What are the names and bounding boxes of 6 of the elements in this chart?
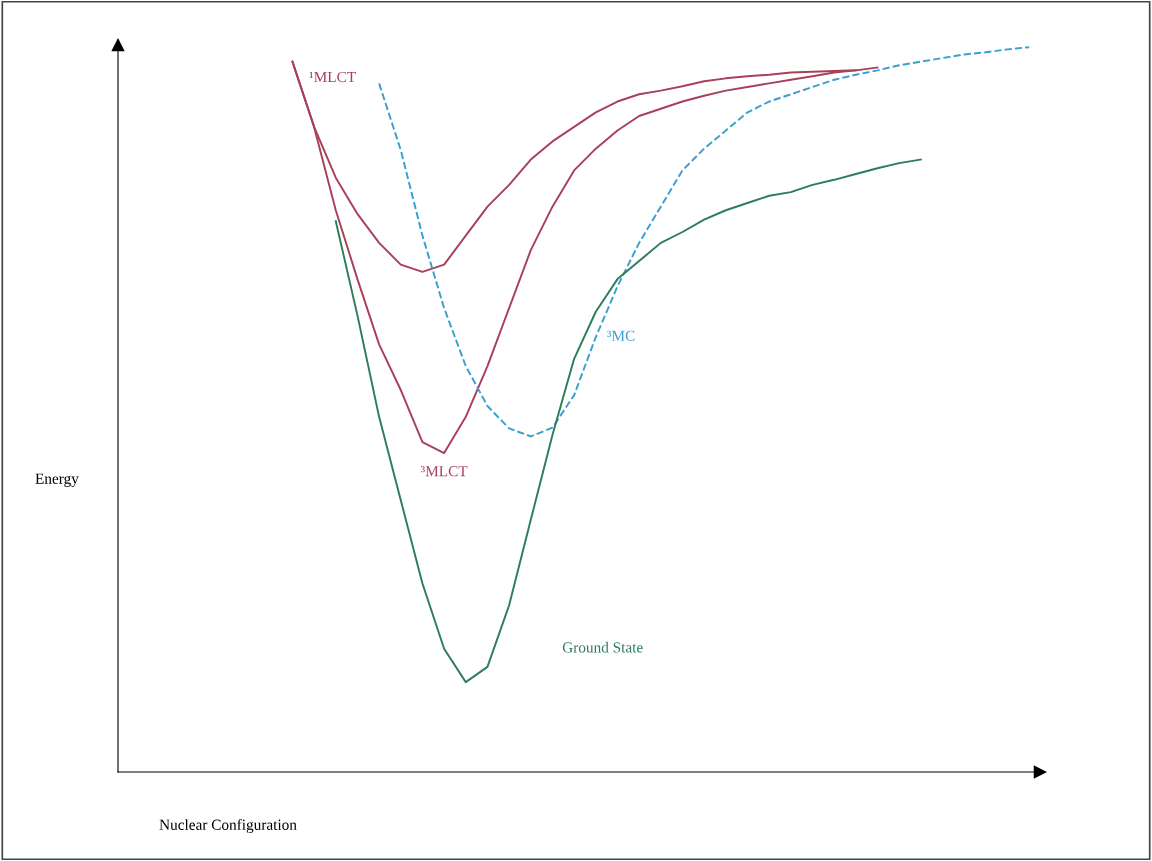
series-label: ¹MLCT xyxy=(309,71,356,83)
text: Ground State xyxy=(562,641,643,653)
text: Energy xyxy=(35,473,79,487)
x-axis-title: Nuclear Configuration xyxy=(159,818,297,834)
series-label: ³MLCT xyxy=(420,466,468,477)
series-label: ³MC xyxy=(607,330,635,341)
